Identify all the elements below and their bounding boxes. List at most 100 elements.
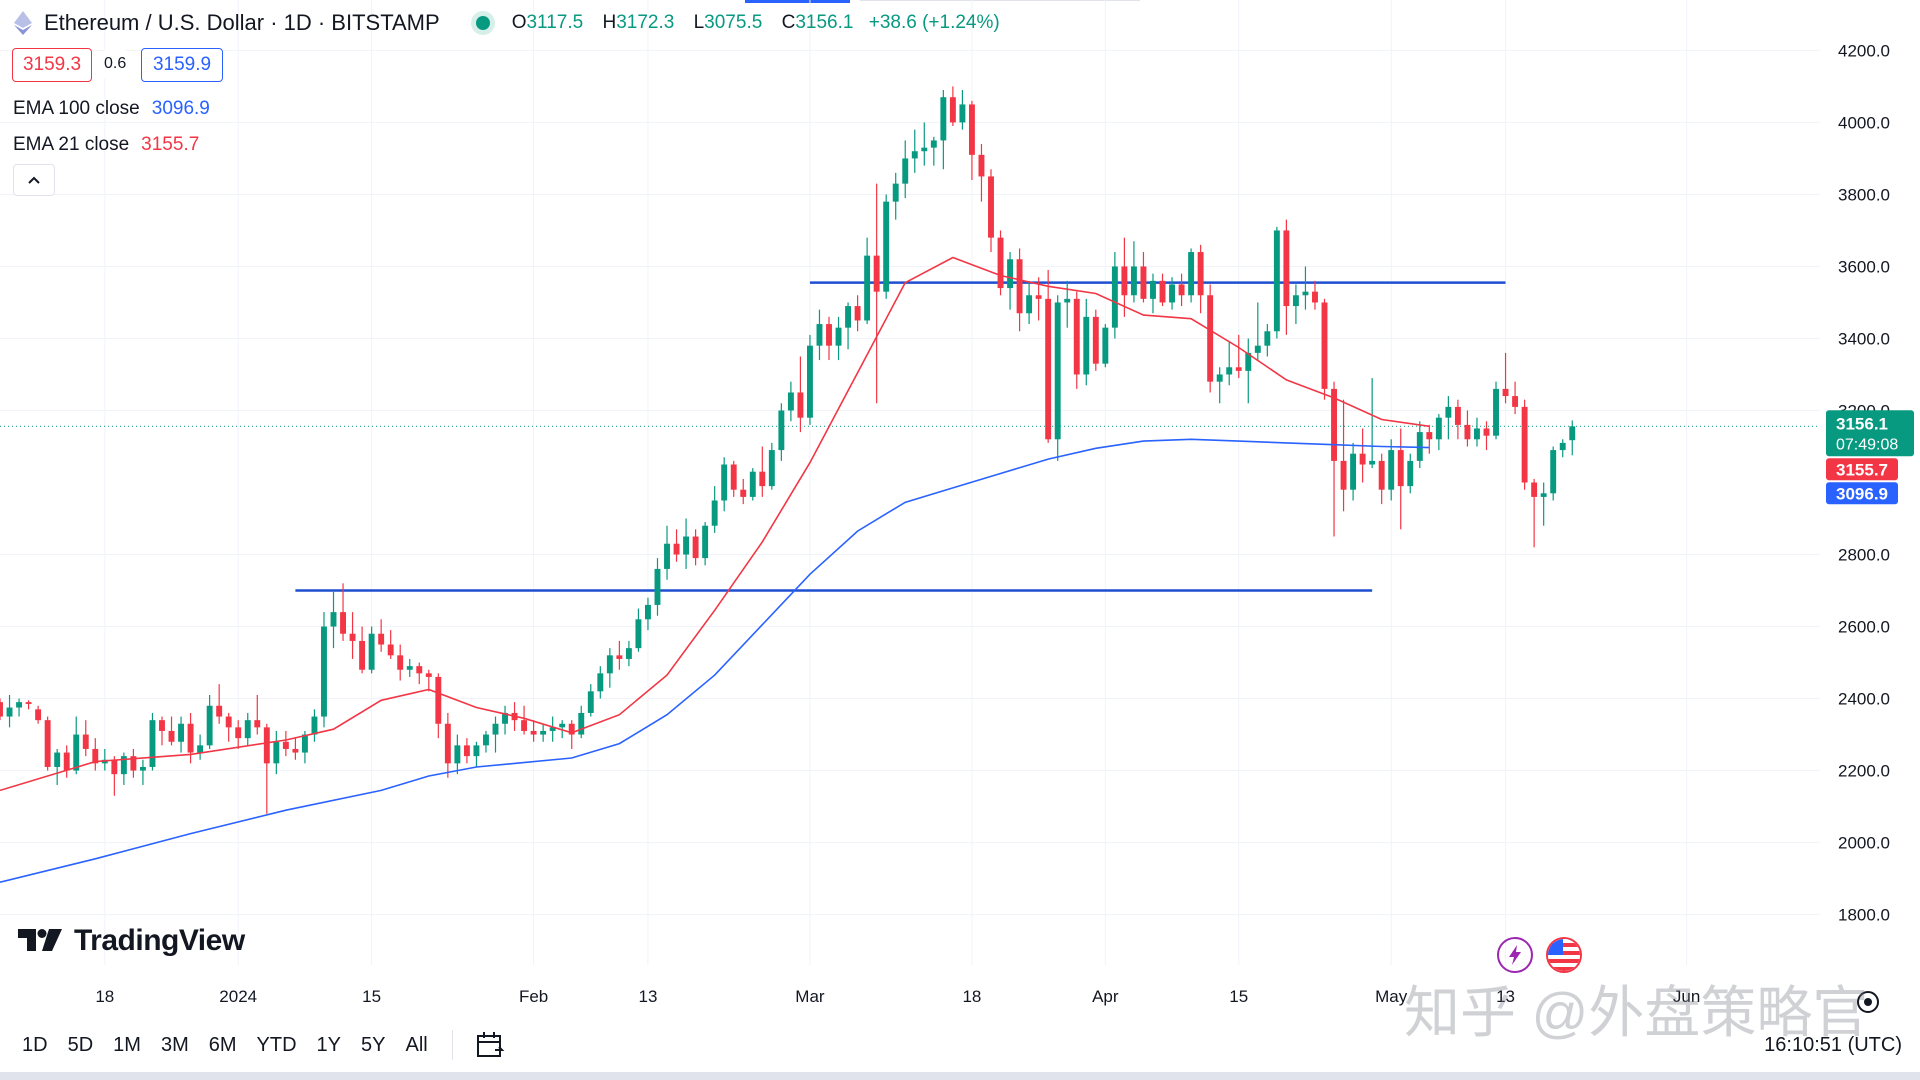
candle-body	[463, 745, 470, 757]
close-value: 3156.1	[795, 12, 854, 33]
range-all-button[interactable]: All	[405, 1033, 428, 1056]
candle-body	[301, 734, 308, 753]
ema21-legend[interactable]: EMA 21 close 3155.7	[13, 134, 199, 156]
high-value: 3172.3	[616, 12, 675, 33]
price-axis-label: 2000.0	[1838, 834, 1890, 853]
candle-body	[1550, 450, 1557, 494]
candle	[540, 723, 547, 742]
candle-body	[1321, 302, 1328, 389]
price-axis-label: 3800.0	[1838, 185, 1890, 204]
candle	[568, 720, 575, 749]
candle	[1026, 280, 1033, 325]
candle-body	[892, 183, 899, 202]
utc-clock[interactable]: 16:10:51 (UTC)	[1764, 1033, 1902, 1056]
range-1d-button[interactable]: 1D	[22, 1033, 48, 1056]
candle	[435, 673, 442, 739]
spread-value: 0.6	[104, 48, 127, 80]
candle-body	[816, 324, 823, 346]
candle-body	[1130, 266, 1137, 296]
candle-body	[349, 633, 356, 641]
candle-countdown: 07:49:08	[1836, 436, 1898, 453]
collapse-legend-button[interactable]	[13, 164, 55, 196]
candle-body	[1369, 460, 1376, 465]
candle-body	[845, 306, 852, 328]
candle-body	[759, 471, 766, 487]
tradingview-logo[interactable]: TradingView	[18, 924, 245, 958]
ask-price-button[interactable]: 3159.9	[141, 48, 223, 82]
candle	[139, 759, 146, 785]
candle	[197, 734, 204, 760]
candle-body	[206, 705, 213, 746]
candle	[1264, 324, 1271, 357]
candle	[711, 486, 718, 533]
time-axis-label: 15	[1229, 987, 1248, 1006]
candle-body	[873, 255, 880, 292]
candle-body	[435, 676, 442, 724]
candle	[368, 626, 375, 674]
calendar-icon[interactable]	[475, 1030, 505, 1060]
candle-body	[1340, 460, 1347, 490]
market-status-icon[interactable]	[475, 16, 490, 30]
candle	[587, 684, 594, 717]
candle-body	[1111, 266, 1118, 328]
candle-body	[35, 709, 42, 721]
candle	[1559, 439, 1566, 458]
candle-body	[1054, 302, 1061, 440]
candle-body	[864, 255, 871, 321]
candle	[1178, 273, 1185, 307]
candle	[597, 666, 604, 699]
ema100-name: EMA 100 close	[13, 98, 140, 119]
symbol-title[interactable]: Ethereum / U.S. Dollar · 1D · BITSTAMP	[44, 10, 440, 35]
candle	[949, 86, 956, 127]
candle	[1102, 324, 1109, 368]
range-ytd-button[interactable]: YTD	[256, 1033, 297, 1056]
candle	[1569, 420, 1576, 456]
candle	[321, 612, 327, 728]
candle-body	[1416, 432, 1423, 461]
candle-body	[330, 612, 337, 627]
ema100-legend[interactable]: EMA 100 close 3096.9	[13, 98, 210, 120]
candle-body	[1188, 252, 1195, 296]
candle	[645, 597, 651, 631]
bid-price-button[interactable]: 3159.3	[12, 48, 92, 82]
candle	[1226, 342, 1233, 386]
candle	[378, 619, 385, 652]
candle-body	[625, 648, 632, 659]
candle-body	[178, 723, 185, 742]
candle-body	[197, 745, 204, 753]
price-axis-label: 2800.0	[1838, 546, 1890, 565]
price-axis-label: 4200.0	[1838, 41, 1890, 60]
us-flag-icon[interactable]	[1546, 937, 1582, 973]
candle-body	[1559, 442, 1566, 451]
candle	[44, 716, 51, 771]
range-6m-button[interactable]: 6M	[208, 1033, 237, 1056]
candle-body	[806, 345, 813, 418]
candle	[902, 140, 909, 199]
candle-body	[1159, 280, 1166, 303]
candle	[1207, 284, 1214, 393]
candle-body	[1216, 374, 1223, 382]
candle	[349, 612, 356, 659]
candle	[263, 723, 270, 814]
candle	[835, 316, 842, 361]
ema100-price-tag-value: 3096.9	[1836, 484, 1888, 503]
candle	[1378, 453, 1385, 505]
price-axis-label: 3400.0	[1838, 329, 1890, 348]
range-5d-button[interactable]: 5D	[67, 1033, 94, 1056]
candle	[149, 712, 156, 771]
range-3m-button[interactable]: 3M	[160, 1033, 189, 1056]
candle-body	[1150, 280, 1156, 299]
candle	[549, 716, 556, 742]
range-1y-button[interactable]: 1Y	[316, 1033, 342, 1056]
range-1m-button[interactable]: 1M	[113, 1033, 141, 1056]
candle-body	[187, 723, 194, 753]
candle-body	[149, 720, 156, 767]
candle-body	[1521, 406, 1528, 483]
candle-body	[768, 450, 775, 487]
candle	[1416, 421, 1423, 469]
range-5y-button[interactable]: 5Y	[361, 1033, 386, 1056]
lightning-icon[interactable]	[1497, 937, 1533, 973]
candle-body	[16, 702, 23, 708]
candle-body	[6, 707, 13, 717]
